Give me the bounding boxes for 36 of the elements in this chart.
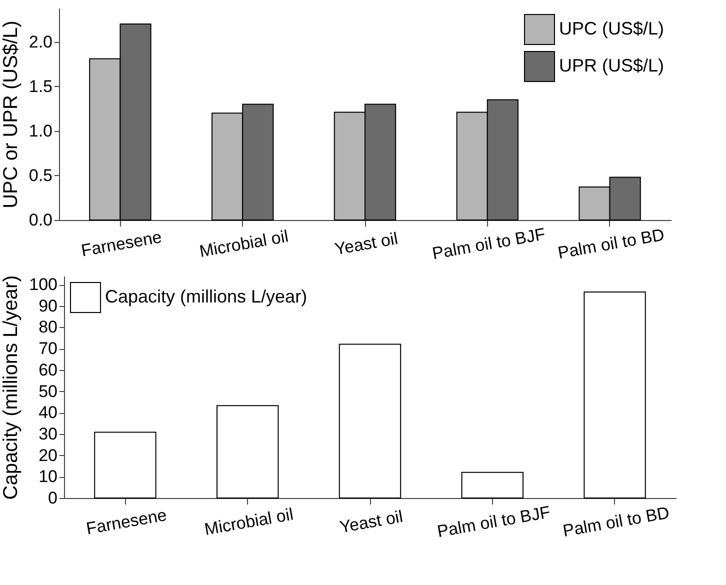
legend-label: Capacity (millions L/year) <box>105 286 308 306</box>
bar <box>461 472 524 498</box>
y-tick-label: 70 <box>38 339 58 358</box>
y-tick-label: 0.0 <box>28 210 52 230</box>
y-tick-label: 100 <box>29 275 58 294</box>
x-tick-label: Yeast oil <box>333 229 400 259</box>
bar <box>584 292 646 498</box>
y-tick-label: 1.0 <box>28 121 52 140</box>
x-tick-label: Microbial oil <box>203 504 295 540</box>
x-tick-label: Yeast oil <box>338 507 404 537</box>
x-tick-label: Microbial oil <box>198 226 290 262</box>
legend-label: UPC (US$/L) <box>559 18 664 38</box>
y-tick-label: 30 <box>38 424 58 444</box>
y-tick-label: 2.0 <box>28 32 52 52</box>
y-tick-label: 60 <box>38 360 58 380</box>
y-tick-label: 50 <box>38 382 58 401</box>
x-tick-label: Palm oil to BJF <box>430 224 547 264</box>
x-tick-label: Farnesene <box>80 227 164 260</box>
x-tick-label: Palm oil to BD <box>561 503 671 541</box>
x-tick-label: Palm oil to BD <box>556 225 666 263</box>
y-tick-label: 40 <box>38 403 58 422</box>
x-tick-label: Farnesene <box>84 505 168 538</box>
y-tick-label: 80 <box>38 318 58 337</box>
y-axis-title: UPC or UPR (US$/L) <box>0 20 22 208</box>
x-tick-label: Palm oil to BJF <box>436 502 552 542</box>
y-tick-label: 1.5 <box>28 76 52 96</box>
y-tick-label: 20 <box>38 446 58 465</box>
legend-label: UPR (US$/L) <box>559 56 664 76</box>
y-axis-title: Capacity (millions L/year) <box>0 275 22 500</box>
y-tick-label: 10 <box>38 467 58 486</box>
bar <box>216 405 279 498</box>
y-tick-label: 0 <box>48 488 58 508</box>
y-tick-label: 0.5 <box>28 166 52 185</box>
bar <box>338 344 402 498</box>
y-tick-label: 90 <box>38 296 58 316</box>
bar <box>94 432 156 498</box>
